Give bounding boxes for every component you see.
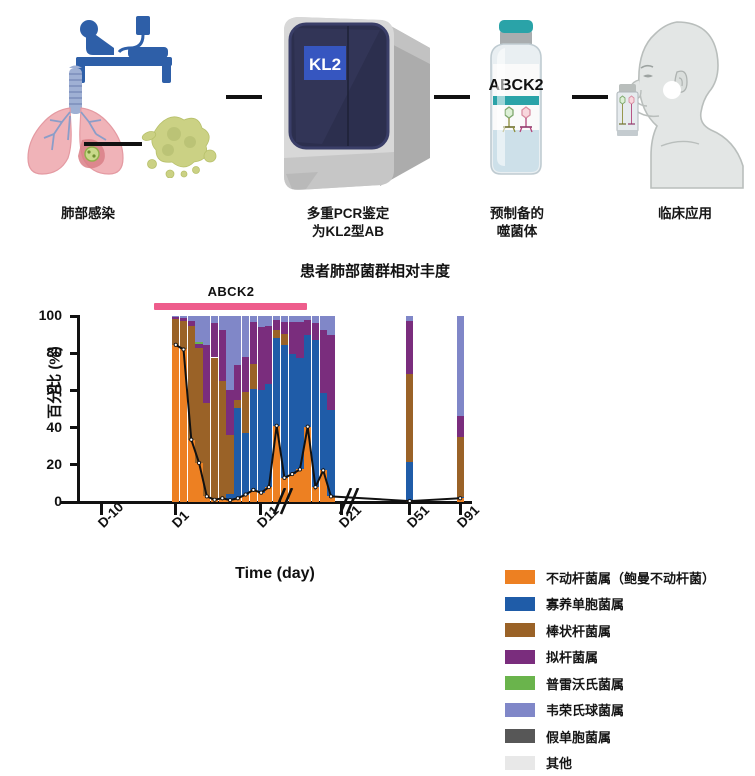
y-tick-label-80: 80 [34, 344, 62, 360]
legend-label: 普雷沃氏菌属 [546, 674, 624, 693]
acinetobacter-trend-line [78, 316, 466, 502]
figure-root: KL2 ABCK2 [0, 0, 755, 592]
legend-swatch-icon [505, 676, 535, 690]
y-tick-label-100: 100 [34, 307, 62, 323]
arrow-step1-to-step2 [226, 90, 262, 104]
legend-swatch-icon [505, 703, 535, 717]
abck2-treatment-label: ABCK2 [186, 284, 276, 299]
legend-item-5[interactable]: 韦荣氏球菌属 [505, 697, 755, 724]
legend-item-1[interactable]: 寡养单胞菌属 [505, 591, 755, 618]
y-tick-80 [70, 352, 77, 355]
x-axis-label: Time (day) [150, 565, 400, 583]
chart-legend: 不动杆菌属（鲍曼不动杆菌） 寡养单胞菌属棒状杆菌属拟杆菌属普雷沃氏菌属韦荣氏球菌属… [505, 564, 755, 776]
trend-point-D18 [306, 425, 309, 428]
legend-item-2[interactable]: 棒状杆菌属 [505, 617, 755, 644]
y-tick-100 [70, 315, 77, 318]
trend-point-D9 [236, 497, 239, 500]
axis-break-1 [268, 488, 294, 518]
pcr-machine-icon: KL2 [262, 8, 437, 198]
y-tick-60 [70, 389, 77, 392]
legend-item-4[interactable]: 普雷沃氏菌属 [505, 670, 755, 697]
trend-point-D19 [314, 486, 317, 489]
patient-head-nebulizer-icon [615, 6, 753, 191]
legend-item-0[interactable]: 不动杆菌属（鲍曼不动杆菌） [505, 564, 755, 591]
trend-point-D6 [213, 498, 216, 501]
trend-point-D21 [329, 495, 332, 498]
trend-point-D2 [182, 348, 185, 351]
arrow-lungs-to-sputum [84, 137, 142, 151]
phage-vial-icon: ABCK2 [477, 14, 555, 184]
trend-point-D1 [174, 343, 177, 346]
vial-label-text: ABCK2 [488, 77, 543, 94]
x-tick-label-D1: D1 [169, 508, 192, 531]
trend-point-D20 [322, 469, 325, 472]
legend-swatch-icon [505, 756, 535, 770]
y-tick-label-40: 40 [34, 419, 62, 435]
trend-point-D91 [459, 497, 462, 500]
trend-point-D7 [221, 497, 224, 500]
abck2-treatment-bar [154, 303, 307, 310]
arrow-step2-to-step3 [434, 90, 470, 104]
legend-swatch-icon [505, 570, 535, 584]
trend-point-D12 [260, 491, 263, 494]
plot-area [78, 316, 466, 502]
y-tick-40 [70, 426, 77, 429]
trend-point-D16 [291, 473, 294, 476]
legend-label: 其他 [546, 753, 572, 772]
legend-swatch-icon [505, 623, 535, 637]
legend-swatch-icon [505, 650, 535, 664]
step-label-pcr-line2: 为KL2型AB [258, 223, 438, 240]
legend-item-3[interactable]: 拟杆菌属 [505, 644, 755, 671]
legend-label: 韦荣氏球菌属 [546, 700, 624, 719]
step-label-clinical-use: 临床应用 [620, 205, 750, 222]
trend-point-D8 [228, 499, 231, 502]
step-label-pcr-line1: 多重PCR鉴定 [258, 205, 438, 222]
trend-point-D5 [205, 495, 208, 498]
legend-item-6[interactable]: 假单胞菌属 [505, 723, 755, 750]
y-tick-label-0: 0 [34, 493, 62, 509]
sputum-bacteria-icon [140, 108, 218, 178]
y-tick-label-60: 60 [34, 381, 62, 397]
y-tick-0 [70, 501, 77, 504]
lungs-icon [20, 62, 132, 180]
trend-point-D3 [190, 438, 193, 441]
axis-break-2 [334, 488, 360, 518]
step-label-phage-line1: 预制备的 [452, 205, 582, 222]
arrow-step3-to-step4 [572, 90, 608, 104]
legend-label: 假单胞菌属 [546, 727, 611, 746]
chart-title: 患者肺部菌群相对丰度 [250, 260, 500, 281]
y-tick-20 [70, 463, 77, 466]
y-tick-label-20: 20 [34, 456, 62, 472]
legend-swatch-icon [505, 729, 535, 743]
trend-point-D11 [252, 488, 255, 491]
trend-point-D51 [408, 499, 411, 502]
legend-swatch-icon [505, 597, 535, 611]
step-label-lung-infection: 肺部感染 [28, 205, 148, 222]
legend-item-7[interactable]: 其他 [505, 750, 755, 776]
trend-point-D14 [275, 424, 278, 427]
trend-polyline [176, 345, 460, 501]
workflow-panel: KL2 ABCK2 [0, 0, 755, 250]
legend-label: 不动杆菌属（鲍曼不动杆菌） [546, 568, 715, 587]
legend-label: 棒状杆菌属 [546, 621, 611, 640]
trend-point-D17 [298, 468, 301, 471]
legend-label: 拟杆菌属 [546, 647, 598, 666]
pcr-screen-text: KL2 [309, 55, 341, 74]
trend-point-D4 [197, 461, 200, 464]
trend-point-D10 [244, 493, 247, 496]
legend-label: 寡养单胞菌属 [546, 594, 624, 613]
step-label-phage-line2: 噬菌体 [452, 223, 582, 240]
trend-point-D15 [283, 476, 286, 479]
